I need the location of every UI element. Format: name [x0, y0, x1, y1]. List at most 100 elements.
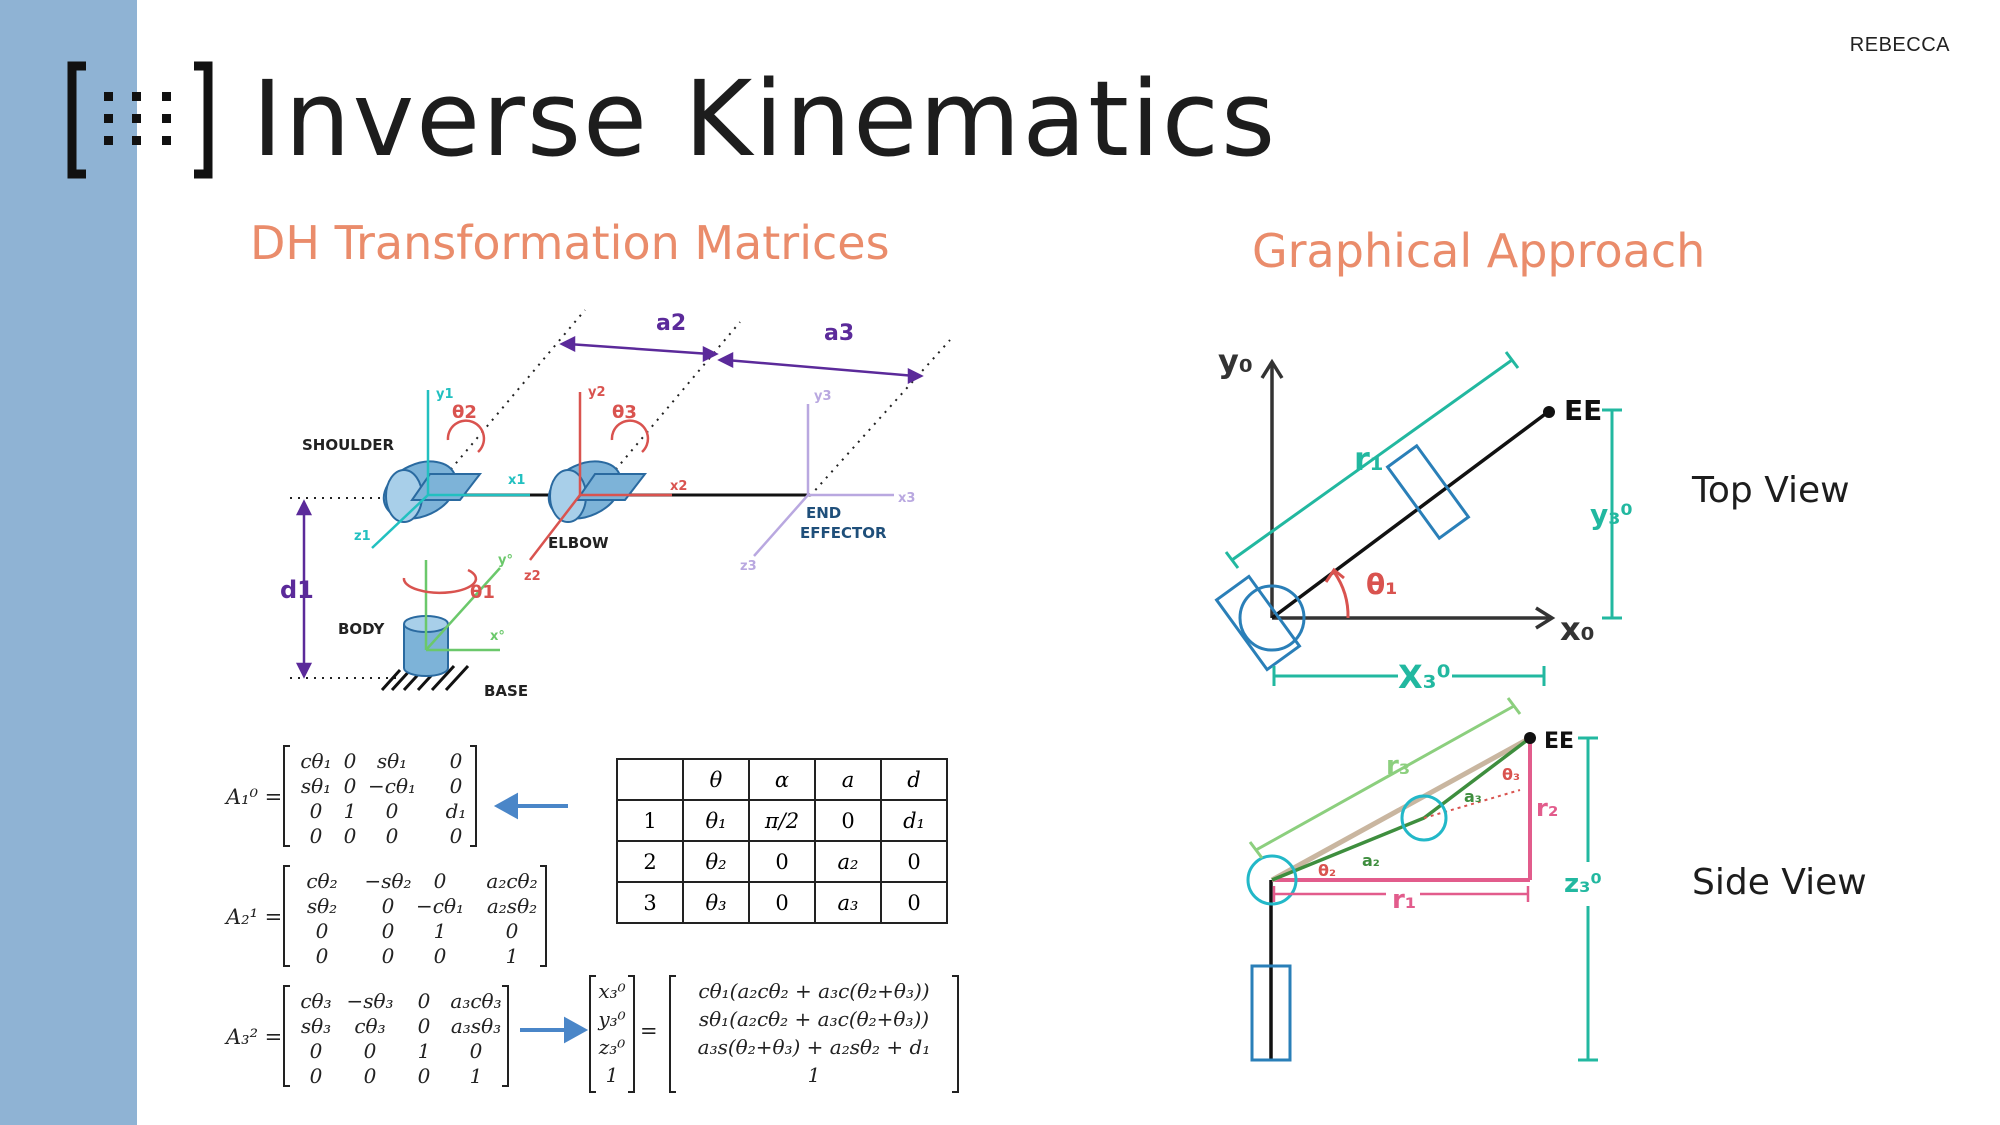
author-name: REBECCA	[1849, 34, 1950, 56]
matrix-cell: a₃cθ₃	[450, 989, 501, 1013]
d1-label: d1	[280, 576, 314, 604]
result-cell: cθ₁(a₂cθ₂ + a₃c(θ₂+θ₃))	[698, 979, 929, 1003]
top-x0-label: x₀	[1560, 610, 1595, 648]
x2-label: x2	[670, 479, 687, 494]
matrix-cell: 0	[450, 824, 463, 848]
table-row: 2 θ₂ 0 a₂ 0	[616, 840, 948, 883]
side-a3-label: a₃	[1464, 787, 1482, 806]
result-cell: sθ₁(a₂cθ₂ + a₃c(θ₂+θ₃))	[699, 1007, 929, 1031]
table-cell: 0	[880, 840, 948, 883]
matrix-cell: a₃sθ₃	[451, 1014, 501, 1038]
top-y0-label: y₀	[1218, 342, 1253, 380]
top-r1-label: r₁	[1354, 440, 1384, 478]
x1-label: x1	[508, 473, 525, 488]
top-y3-label: y₃⁰	[1590, 498, 1633, 531]
result-cell: a₃s(θ₂+θ₃) + a₂sθ₂ + d₁	[698, 1035, 931, 1059]
body-label: BODY	[338, 620, 386, 638]
a1-label: A₁⁰ =	[224, 785, 282, 809]
matrix-cell: 0	[310, 824, 323, 848]
table-cell: 0	[814, 799, 882, 842]
matrix-cell: cθ₂	[306, 869, 337, 893]
matrix-cell: 0	[316, 919, 329, 943]
matrix-cell: 1	[418, 1039, 431, 1063]
slide-title: Inverse Kinematics	[252, 58, 1278, 180]
table-cell: 0	[748, 840, 816, 883]
matrix-cell: 0	[310, 1039, 323, 1063]
z2-label: z2	[524, 569, 541, 584]
side-view-label: Side View	[1692, 862, 1867, 903]
end-effector-label-2: EFFECTOR	[800, 524, 887, 542]
table-header-cell: θ	[682, 758, 750, 801]
top-ee-label: EE	[1564, 394, 1602, 427]
matrix-cell: cθ₃	[300, 989, 331, 1013]
matrix-cell: 1	[506, 944, 519, 968]
a2-label: A₂¹ =	[224, 905, 282, 929]
matrix-cell: 0	[382, 894, 395, 918]
sidebar-strip	[0, 0, 137, 1125]
vector-cell: 1	[606, 1063, 619, 1087]
top-view-label: Top View	[1692, 470, 1850, 511]
matrix-cell: 0	[450, 749, 463, 773]
matrix-cell: 0	[386, 799, 399, 823]
result-cell: 1	[808, 1063, 821, 1087]
y3-label: y3	[814, 389, 832, 404]
table-cell: 0	[748, 881, 816, 924]
matrix-cell: cθ₃	[354, 1014, 385, 1038]
matrix-cell: −cθ₁	[368, 774, 416, 798]
side-r3-label: r₃	[1386, 751, 1410, 781]
elbow-label: ELBOW	[548, 534, 609, 552]
matrix-cell: 0	[434, 944, 447, 968]
side-a2-label: a₂	[1362, 851, 1380, 870]
shoulder-label: SHOULDER	[302, 436, 395, 454]
dh-heading: DH Transformation Matrices	[250, 216, 890, 270]
table-cell: 3	[616, 881, 684, 924]
y0-label: y°	[498, 553, 513, 568]
table-cell: 1	[616, 799, 684, 842]
table-cell: d₁	[880, 799, 948, 842]
table-cell: a₂	[814, 840, 882, 883]
matrix-cell: 0	[418, 989, 431, 1013]
side-theta3-label: θ₃	[1502, 765, 1520, 784]
matrix-cell: 0	[386, 824, 399, 848]
table-cell: θ₃	[682, 881, 750, 924]
top-x3-label: X₃⁰	[1398, 658, 1451, 696]
table-cell: θ₂	[682, 840, 750, 883]
theta1-label: θ1	[470, 582, 495, 603]
table-cell: θ₁	[682, 799, 750, 842]
matrix-cell: 0	[506, 919, 519, 943]
table-cell: 0	[880, 881, 948, 924]
matrix-cell: 0	[470, 1039, 483, 1063]
side-ee-label: EE	[1544, 729, 1574, 754]
table-header-cell: a	[814, 758, 882, 801]
table-cell: 2	[616, 840, 684, 883]
table-cell: π/2	[748, 799, 816, 842]
matrix-cell: a₂cθ₂	[486, 869, 537, 893]
y1-label: y1	[436, 387, 454, 402]
theta3-label: θ3	[612, 402, 637, 423]
matrix-cell: d₁	[446, 799, 467, 823]
matrix-cell: sθ₁	[301, 774, 331, 798]
table-row: 1 θ₁ π/2 0 d₁	[616, 799, 948, 842]
top-theta1-label: θ₁	[1366, 568, 1398, 601]
side-r2-label: r₂	[1536, 794, 1558, 822]
matrix-cell: 0	[418, 1064, 431, 1088]
dh-parameter-table: θ α a d 1 θ₁ π/2 0 d₁ 2 θ₂ 0 a₂ 0 3 θ₃ 0…	[616, 758, 948, 924]
table-header-row: θ α a d	[616, 758, 948, 801]
side-z3-label: z₃⁰	[1564, 869, 1602, 899]
table-header-cell	[616, 758, 684, 801]
matrix-cell: 0	[316, 944, 329, 968]
z3-label: z3	[740, 559, 757, 574]
matrix-cell: 0	[344, 774, 357, 798]
matrix-cell: 0	[364, 1064, 377, 1088]
matrix-cell: sθ₂	[307, 894, 337, 918]
y2-label: y2	[588, 385, 606, 400]
equals-sign: =	[640, 1019, 658, 1043]
base-label: BASE	[484, 682, 528, 700]
table-cell: a₃	[814, 881, 882, 924]
a3-label: a3	[824, 321, 854, 346]
end-effector-label-1: END	[806, 504, 841, 522]
